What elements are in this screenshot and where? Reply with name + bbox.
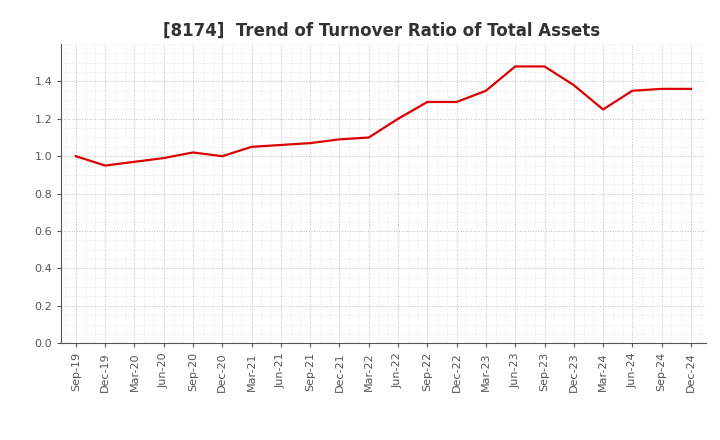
Text: [8174]  Trend of Turnover Ratio of Total Assets: [8174] Trend of Turnover Ratio of Total … (163, 22, 600, 40)
